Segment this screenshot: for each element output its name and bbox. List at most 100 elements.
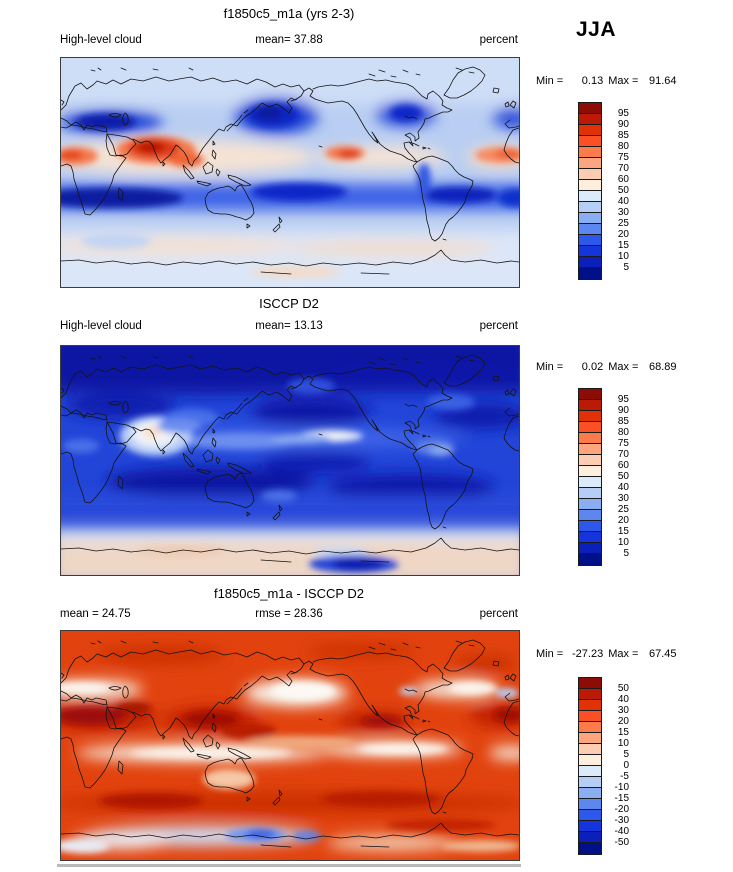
- panel2-units-label: percent: [479, 320, 518, 332]
- colorbar-tick-label: 75: [617, 152, 629, 163]
- colorbar-segment: [579, 169, 601, 180]
- colorbar-tick-label: 60: [617, 460, 629, 471]
- colorbar-segment: [579, 722, 601, 733]
- map-diff-field: [61, 643, 519, 853]
- panel1-header-row: High-level cloud mean= 37.88 percent: [60, 34, 518, 48]
- max-label: Max =: [608, 75, 639, 87]
- map-obs-field: [61, 346, 519, 575]
- colorbar-segment: [579, 235, 601, 246]
- colorbar-tick-label: -50: [614, 837, 629, 848]
- panel2-mean-stat: mean= 13.13: [255, 320, 323, 332]
- panel3-header-row: mean = 24.75 rmse = 28.36 percent: [60, 608, 518, 622]
- colorbar-segment: [579, 444, 601, 455]
- figure-bottom-rule: [57, 864, 521, 867]
- colorbar-segment: [579, 125, 601, 136]
- min-label: Min =: [536, 361, 564, 373]
- colorbar-segment: [579, 832, 601, 843]
- map-model-field: [61, 58, 519, 287]
- colorbar-segment: [579, 499, 601, 510]
- colorbar-segment: [579, 799, 601, 810]
- map-model: [60, 57, 520, 288]
- colorbar-tick-label: 10: [617, 537, 629, 548]
- colorbar-segment: [579, 400, 601, 411]
- panel3-mean-stat: mean = 24.75: [60, 608, 131, 620]
- colorbar-segment: [579, 777, 601, 788]
- panel2-title: ISCCP D2: [259, 296, 319, 311]
- map-diff: [60, 630, 520, 861]
- colorbar-tick-label: 90: [617, 119, 629, 130]
- panel2-variable-label: High-level cloud: [60, 320, 142, 332]
- colorbar-segment: [579, 543, 601, 554]
- colorbar-tick-label: 5: [623, 749, 629, 760]
- colorbar-segment: [579, 455, 601, 466]
- panel1-variable-label: High-level cloud: [60, 34, 142, 46]
- colorbar-segment: [579, 158, 601, 169]
- colorbar-tick-label: 25: [617, 504, 629, 515]
- colorbar-tick-label: -40: [614, 826, 629, 837]
- colorbar-tick-label: 75: [617, 438, 629, 449]
- colorbar-segment: [579, 755, 601, 766]
- colorbar-swatches: [578, 388, 602, 566]
- colorbar-segment: [579, 213, 601, 224]
- colorbar-segment: [579, 180, 601, 191]
- max-value: 68.89: [648, 361, 677, 373]
- colorbar-tick-label: 95: [617, 394, 629, 405]
- panel1-units-label: percent: [479, 34, 518, 46]
- colorbar-tick-label: -15: [614, 793, 629, 804]
- colorbar-segment: [579, 766, 601, 777]
- colorbar-segment: [579, 103, 601, 114]
- colorbar-tick-label: 85: [617, 416, 629, 427]
- colorbar-tick-label: 40: [617, 482, 629, 493]
- map-diff-svg: [61, 631, 519, 860]
- colorbar-tick-label: 5: [623, 548, 629, 559]
- min-label: Min =: [536, 648, 564, 660]
- colorbar-segment: [579, 711, 601, 722]
- colorbar-segment: [579, 678, 601, 689]
- colorbar-segment: [579, 532, 601, 543]
- colorbar-segment: [579, 700, 601, 711]
- panel1-title: f1850c5_m1a (yrs 2-3): [223, 6, 355, 21]
- colorbar-model: 95 90 85 80 75 70 60 50 40 30 25 20 15 10 5: [578, 102, 638, 280]
- panel3-minmax: Min = -27.23 Max = 67.45: [536, 648, 726, 660]
- colorbar-segment: [579, 268, 601, 279]
- min-value: 0.02: [581, 361, 604, 373]
- colorbar-segment: [579, 389, 601, 400]
- colorbar-tick-label: 30: [617, 207, 629, 218]
- colorbar-tick-label: 50: [617, 471, 629, 482]
- colorbar-tick-label: 80: [617, 427, 629, 438]
- colorbar-segment: [579, 224, 601, 235]
- colorbar-tick-label: 0: [623, 760, 629, 771]
- panel1-minmax: Min = 0.13 Max = 91.64: [536, 75, 726, 87]
- colorbar-segment: [579, 554, 601, 565]
- colorbar-segment: [579, 114, 601, 125]
- colorbar-segment: [579, 433, 601, 444]
- colorbar-tick-label: 70: [617, 449, 629, 460]
- panel3-units-label: percent: [479, 608, 518, 620]
- colorbar-tick-label: 40: [617, 694, 629, 705]
- colorbar-tick-label: 20: [617, 515, 629, 526]
- colorbar-tick-label: 20: [617, 716, 629, 727]
- colorbar-segment: [579, 136, 601, 147]
- colorbar-segment: [579, 411, 601, 422]
- max-value: 67.45: [648, 648, 677, 660]
- colorbar-segment: [579, 246, 601, 257]
- min-label: Min =: [536, 75, 564, 87]
- colorbar-tick-label: 10: [617, 251, 629, 262]
- colorbar-segment: [579, 147, 601, 158]
- colorbar-tick-label: 70: [617, 163, 629, 174]
- map-obs: [60, 345, 520, 576]
- max-label: Max =: [608, 361, 639, 373]
- colorbar-segment: [579, 202, 601, 213]
- colorbar-segment: [579, 488, 601, 499]
- colorbar-tick-label: -10: [614, 782, 629, 793]
- colorbar-tick-label: 25: [617, 218, 629, 229]
- panel2-header-row: High-level cloud mean= 13.13 percent: [60, 320, 518, 334]
- colorbar-segment: [579, 744, 601, 755]
- colorbar-segment: [579, 510, 601, 521]
- colorbar-tick-label: 95: [617, 108, 629, 119]
- colorbar-swatches: [578, 102, 602, 280]
- colorbar-tick-label: 15: [617, 727, 629, 738]
- min-value: -27.23: [572, 648, 604, 660]
- panel2-minmax: Min = 0.02 Max = 68.89: [536, 361, 726, 373]
